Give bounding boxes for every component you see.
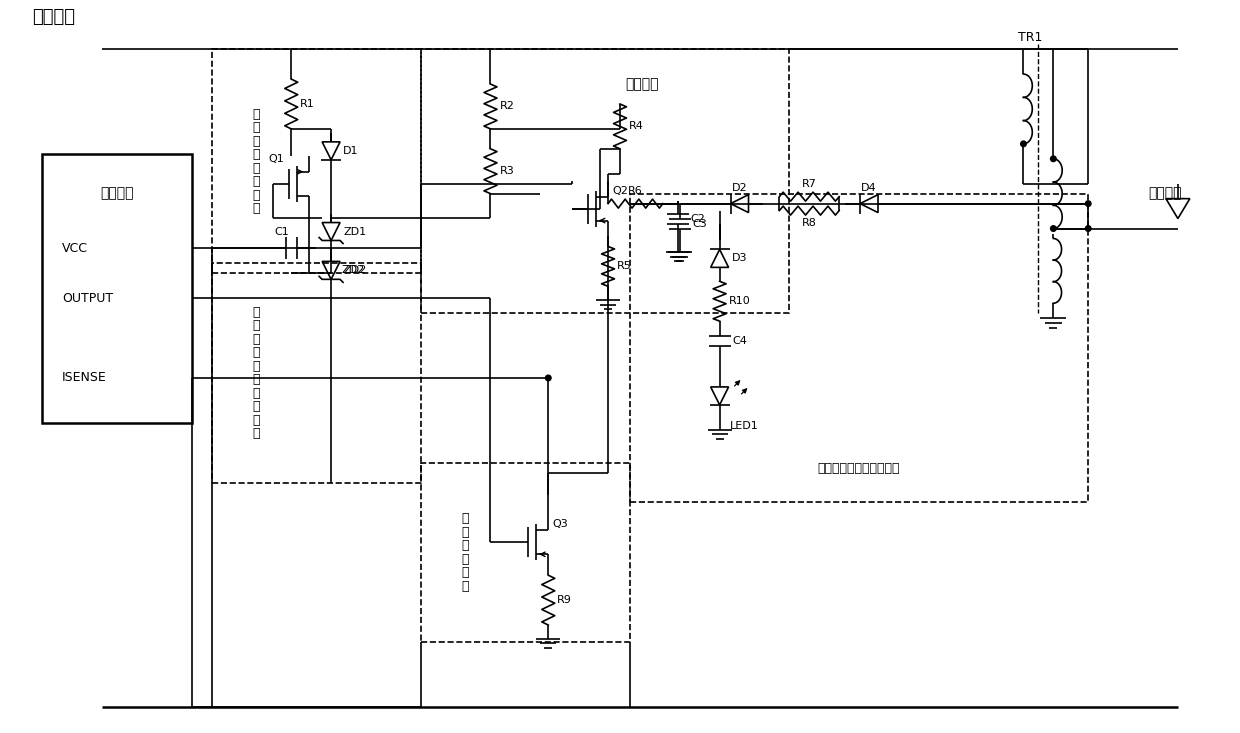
- Text: D3: D3: [732, 254, 746, 263]
- Circle shape: [1085, 226, 1091, 232]
- Bar: [42, 154, 192, 423]
- Text: R9: R9: [557, 595, 572, 605]
- Bar: [630, 194, 1089, 503]
- Text: C3: C3: [693, 218, 708, 229]
- Text: R10: R10: [729, 296, 750, 306]
- Circle shape: [546, 375, 551, 380]
- Text: 母线电压: 母线电压: [32, 8, 76, 26]
- Text: R8: R8: [802, 218, 817, 228]
- Text: ZD2: ZD2: [341, 265, 365, 276]
- Text: D4: D4: [862, 183, 877, 193]
- Text: 母
线
电
压
供
电
模
块: 母 线 电 压 供 电 模 块: [253, 108, 260, 215]
- Text: R6: R6: [629, 186, 642, 196]
- Circle shape: [1085, 201, 1091, 207]
- Text: ZD1: ZD1: [343, 226, 366, 237]
- Text: 切换模块: 切换模块: [625, 77, 658, 91]
- Text: 控
制
芯
片
电
源
稳
压
模
块: 控 制 芯 片 电 源 稳 压 模 块: [253, 306, 260, 441]
- Text: ISENSE: ISENSE: [62, 372, 107, 384]
- Text: VCC: VCC: [62, 242, 88, 255]
- Text: Q1: Q1: [268, 154, 284, 163]
- Circle shape: [1050, 226, 1056, 232]
- Text: R4: R4: [629, 122, 644, 131]
- Text: 变压器副边绕组供电模块: 变压器副边绕组供电模块: [818, 462, 900, 474]
- Text: R2: R2: [500, 101, 515, 111]
- Text: TR1: TR1: [1018, 32, 1043, 44]
- Text: D2: D2: [732, 183, 748, 193]
- Text: R3: R3: [500, 166, 515, 176]
- Text: C1: C1: [274, 227, 289, 237]
- Text: R7: R7: [802, 179, 817, 189]
- Text: Q3: Q3: [552, 520, 568, 529]
- Circle shape: [1021, 141, 1027, 147]
- Text: 供
电
控
制
模
块: 供 电 控 制 模 块: [461, 512, 469, 592]
- Text: C2: C2: [691, 213, 706, 224]
- Text: 控制芯片: 控制芯片: [100, 187, 134, 201]
- Text: Q2: Q2: [613, 185, 627, 196]
- Bar: [212, 263, 420, 482]
- Bar: [420, 49, 790, 313]
- Bar: [420, 463, 630, 642]
- Text: 整流输出: 整流输出: [1148, 187, 1182, 201]
- Text: R1: R1: [300, 99, 315, 109]
- Text: LED1: LED1: [729, 421, 759, 431]
- Text: D1: D1: [343, 146, 358, 156]
- Bar: [212, 49, 420, 273]
- Circle shape: [1050, 156, 1056, 161]
- Text: R5: R5: [618, 262, 631, 271]
- Text: OUTPUT: OUTPUT: [62, 292, 113, 305]
- Text: C4: C4: [733, 336, 748, 346]
- Text: ZD2: ZD2: [343, 265, 366, 276]
